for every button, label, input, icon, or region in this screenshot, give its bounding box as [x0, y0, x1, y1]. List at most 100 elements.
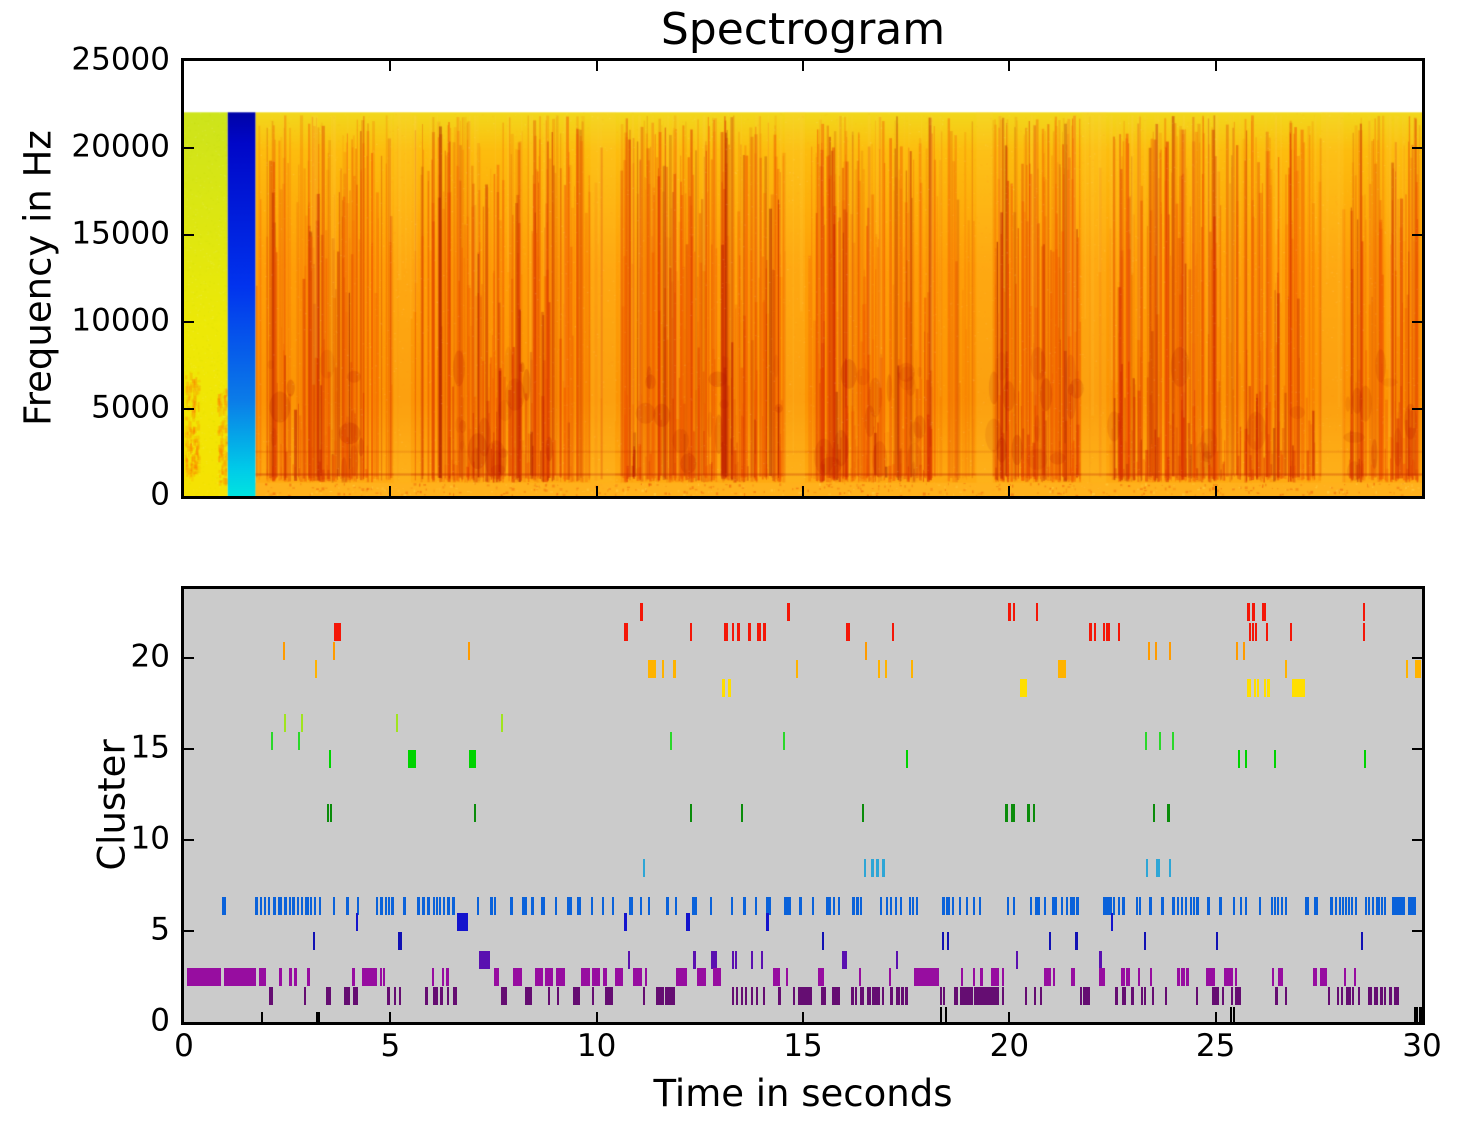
cluster-mark — [315, 660, 318, 679]
cluster-mark — [255, 896, 258, 915]
cluster-mark — [1156, 859, 1161, 878]
cluster-mark — [1314, 896, 1318, 915]
cluster-mark — [352, 968, 356, 987]
page-title: Spectrogram — [660, 4, 946, 55]
cluster-mark — [326, 986, 331, 1005]
cluster-mark — [1145, 859, 1149, 878]
cluster-mark — [1138, 896, 1141, 915]
cluster-mark — [259, 896, 262, 915]
cluster-mark — [346, 896, 350, 915]
cluster-mark — [1176, 896, 1179, 915]
cluster-mark — [1117, 896, 1120, 915]
cluster-mark — [1015, 951, 1019, 970]
cluster-mark — [1414, 1006, 1419, 1022]
cluster-mark — [1367, 896, 1370, 915]
cluster-mark — [1026, 803, 1031, 822]
cluster-mark — [890, 896, 893, 915]
cluster-mark — [1354, 896, 1358, 915]
cluster-mark — [1172, 896, 1175, 915]
x-tick — [389, 486, 392, 496]
cluster-mark — [1368, 986, 1372, 1005]
cluster-mark — [731, 896, 734, 915]
cluster-mark — [315, 1011, 320, 1022]
cluster-mark — [958, 896, 961, 915]
cluster-mark — [798, 986, 813, 1005]
y-tick-label: 25000 — [71, 41, 170, 78]
cluster-mark — [1371, 896, 1374, 915]
cluster-mark — [1261, 602, 1266, 621]
cluster-mark — [1362, 622, 1365, 641]
cluster-mark — [1205, 968, 1215, 987]
cluster-mark — [490, 896, 494, 915]
cluster-mark — [1155, 641, 1158, 660]
cluster-mark — [852, 896, 855, 915]
x-tick-label: 15 — [783, 1028, 823, 1064]
cluster-mark — [782, 731, 785, 750]
x-tick-label: 20 — [989, 1028, 1030, 1064]
y-tick — [1412, 408, 1422, 410]
cluster-mark — [453, 986, 458, 1005]
cluster-mark — [1001, 968, 1004, 987]
cluster-mark — [522, 896, 527, 915]
cluster-mark — [1161, 896, 1165, 915]
cluster-mark — [1193, 896, 1196, 915]
cluster-mark — [1258, 896, 1261, 915]
cluster-mark — [1169, 859, 1172, 878]
cluster-mark — [1105, 622, 1108, 641]
cluster-mark — [665, 986, 676, 1005]
cluster-mark — [884, 660, 887, 679]
cluster-mark — [966, 896, 969, 915]
cluster-mark — [882, 986, 885, 1005]
cluster-mark — [333, 622, 341, 641]
cluster-mark — [278, 968, 282, 987]
x-tick-label: 30 — [1402, 1028, 1442, 1064]
cluster-mark — [264, 896, 267, 915]
cluster-mark — [735, 986, 738, 1005]
cluster-mark — [1089, 622, 1092, 641]
cluster-mark — [762, 622, 767, 641]
y-tick-label: 15000 — [71, 215, 170, 252]
cluster-mark — [424, 986, 428, 1005]
cluster-mark — [1211, 986, 1220, 1005]
cluster-mark — [648, 896, 651, 915]
x-tick — [595, 486, 598, 496]
cluster-mark — [1093, 622, 1096, 641]
cluster-mark — [1108, 622, 1110, 641]
cluster-mark — [269, 986, 273, 1005]
cluster-mark — [899, 896, 902, 915]
cluster-mark — [1007, 602, 1011, 621]
cluster-mark — [1330, 896, 1333, 915]
cluster-mark — [1337, 986, 1339, 1005]
cluster-mark — [591, 968, 600, 987]
cluster-mark — [916, 896, 919, 915]
cluster-mark — [1034, 986, 1037, 1005]
cluster-mark — [784, 896, 791, 915]
cluster-mark — [960, 986, 974, 1005]
cluster-mark — [1406, 660, 1409, 679]
cluster-mark — [731, 986, 734, 1005]
cluster-mark — [1159, 731, 1162, 750]
y-tick — [184, 408, 194, 410]
x-tick — [1214, 1012, 1217, 1022]
cluster-mark — [297, 896, 300, 915]
cluster-mark — [821, 986, 827, 1005]
cluster-mark — [880, 896, 883, 915]
cluster-mark — [842, 951, 848, 970]
cluster-mark — [603, 968, 607, 987]
cluster-mark — [766, 912, 769, 931]
cluster-mark — [914, 968, 940, 987]
cluster-mark — [1177, 968, 1180, 987]
cluster-mark — [1280, 896, 1283, 915]
cluster-mark — [689, 803, 692, 822]
cluster-mark — [1185, 896, 1188, 915]
cluster-mark — [762, 986, 765, 1005]
cluster-mark — [825, 896, 832, 915]
cluster-mark — [728, 679, 731, 698]
cluster-mark — [1415, 660, 1422, 679]
cluster-mark — [901, 986, 905, 1005]
cluster-mark — [1049, 931, 1052, 951]
y-tick — [1412, 321, 1422, 323]
cluster-plot-area — [184, 589, 1422, 1022]
cluster-mark — [422, 896, 425, 915]
y-tick — [184, 657, 194, 660]
